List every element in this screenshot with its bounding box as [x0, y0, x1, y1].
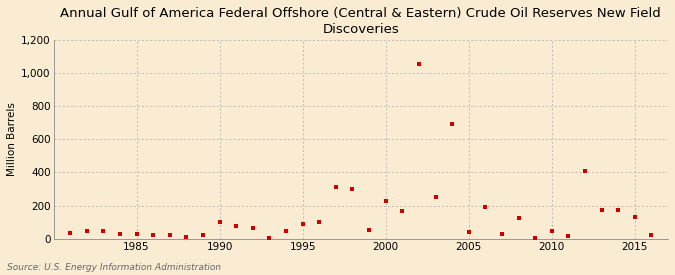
- Point: [65, 231, 76, 235]
- Point: [297, 222, 308, 226]
- Point: [347, 187, 358, 191]
- Point: [198, 233, 209, 238]
- Point: [81, 229, 92, 233]
- Point: [596, 208, 607, 212]
- Point: [497, 232, 508, 236]
- Point: [414, 62, 425, 66]
- Y-axis label: Million Barrels: Million Barrels: [7, 102, 17, 176]
- Point: [629, 215, 640, 219]
- Point: [331, 185, 342, 189]
- Point: [380, 199, 391, 203]
- Point: [115, 232, 126, 236]
- Point: [314, 220, 325, 224]
- Point: [613, 208, 624, 212]
- Point: [646, 232, 657, 237]
- Title: Annual Gulf of America Federal Offshore (Central & Eastern) Crude Oil Reserves N: Annual Gulf of America Federal Offshore …: [60, 7, 661, 36]
- Point: [513, 216, 524, 220]
- Point: [364, 228, 375, 233]
- Point: [131, 232, 142, 236]
- Point: [264, 236, 275, 240]
- Point: [148, 233, 159, 238]
- Point: [580, 169, 591, 173]
- Point: [98, 229, 109, 233]
- Point: [214, 220, 225, 224]
- Point: [165, 232, 176, 237]
- Point: [248, 226, 259, 230]
- Point: [397, 208, 408, 213]
- Point: [546, 229, 557, 233]
- Point: [231, 224, 242, 229]
- Point: [281, 229, 292, 233]
- Point: [463, 230, 474, 234]
- Point: [447, 121, 458, 126]
- Point: [480, 205, 491, 210]
- Point: [181, 235, 192, 239]
- Text: Source: U.S. Energy Information Administration: Source: U.S. Energy Information Administ…: [7, 263, 221, 272]
- Point: [563, 234, 574, 238]
- Point: [430, 194, 441, 199]
- Point: [530, 236, 541, 240]
